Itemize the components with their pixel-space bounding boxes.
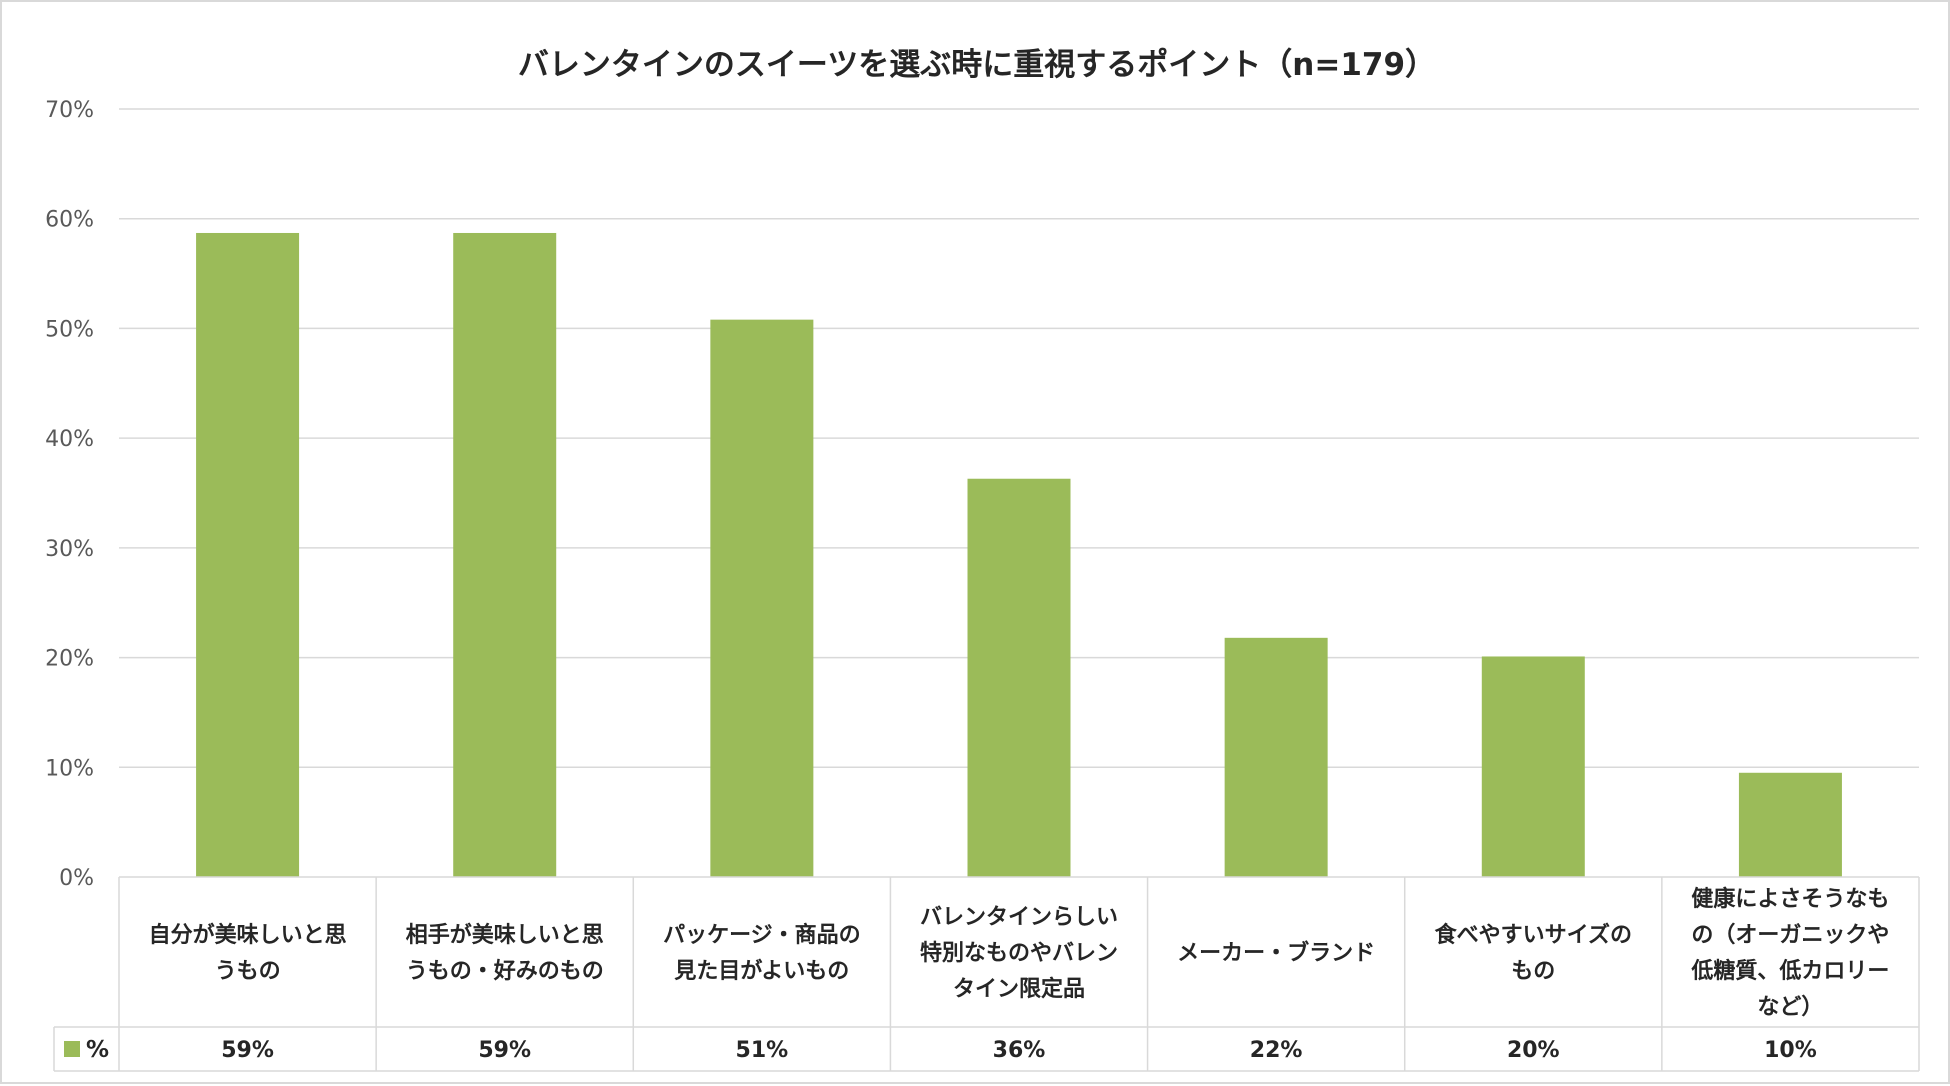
category-label: バレンタインらしい特別なものやバレンタイン限定品 <box>920 905 1118 1002</box>
category-label: 食べやすいサイズのもの <box>1435 922 1632 984</box>
y-tick-label: 30% <box>45 537 94 562</box>
y-axis-tick-labels: 0% 10% 20% 30% 40% 50% 60% 70% <box>45 98 94 891</box>
category-label-line: うもの・好みのもの <box>406 958 604 984</box>
category-label: 健康によさそうなもの（オーガニックや低糖質、低カロリーなど） <box>1690 886 1889 1020</box>
category-label-line: 自分が美味しいと思 <box>149 922 347 948</box>
category-label: パッケージ・商品の見た目がよいもの <box>663 922 861 984</box>
y-tick-label: 60% <box>45 208 94 233</box>
category-label-line: など） <box>1757 995 1823 1020</box>
category-label: メーカー・ブランド <box>1177 940 1375 966</box>
y-tick-label: 0% <box>59 866 94 891</box>
category-label-line: もの <box>1511 959 1555 984</box>
bar <box>710 319 814 877</box>
bars <box>196 232 1842 877</box>
chart-title: バレンタインのスイーツを選ぶ時に重視するポイント（n=179） <box>518 47 1436 83</box>
category-label-line: メーカー・ブランド <box>1177 940 1375 966</box>
data-table: 自分が美味しいと思うもの相手が美味しいと思うもの・好みのものパッケージ・商品の見… <box>53 876 1920 1072</box>
data-label: 20% <box>1507 1038 1560 1063</box>
data-label: 51% <box>736 1038 789 1063</box>
category-label-line: 食べやすいサイズの <box>1435 922 1632 948</box>
category-label: 相手が美味しいと思うもの・好みのもの <box>406 922 604 984</box>
bar <box>967 478 1071 877</box>
category-label-line: 低糖質、低カロリー <box>1690 958 1889 984</box>
category-label-line: 見た目がよいもの <box>674 958 849 984</box>
category-label-line: うもの <box>215 959 281 984</box>
data-label: 59% <box>478 1038 531 1063</box>
category-label-line: パッケージ・商品の <box>663 922 861 948</box>
data-label: 22% <box>1250 1038 1303 1063</box>
legend-label: % <box>86 1037 109 1063</box>
category-label-line: 特別なものやバレン <box>920 940 1118 966</box>
y-tick-label: 70% <box>45 98 94 123</box>
bar <box>453 232 557 877</box>
category-label: 自分が美味しいと思うもの <box>149 922 347 984</box>
category-label-line: の（オーガニックや <box>1691 923 1889 948</box>
y-tick-label: 40% <box>45 427 94 452</box>
data-label: 36% <box>993 1038 1046 1063</box>
bar <box>1481 656 1585 877</box>
data-label: 10% <box>1764 1038 1817 1063</box>
bar <box>1738 772 1842 877</box>
bar <box>1224 637 1328 877</box>
category-label-line: バレンタインらしい <box>920 905 1118 930</box>
legend-swatch <box>64 1041 80 1057</box>
y-tick-label: 20% <box>45 647 94 672</box>
data-label: 59% <box>221 1038 274 1063</box>
category-label-line: 相手が美味しいと思 <box>406 922 604 948</box>
bar <box>196 232 300 877</box>
category-label-line: タイン限定品 <box>953 976 1085 1002</box>
category-label-line: 健康によさそうなも <box>1691 886 1889 912</box>
y-tick-label: 10% <box>45 756 94 781</box>
y-tick-label: 50% <box>45 317 94 342</box>
